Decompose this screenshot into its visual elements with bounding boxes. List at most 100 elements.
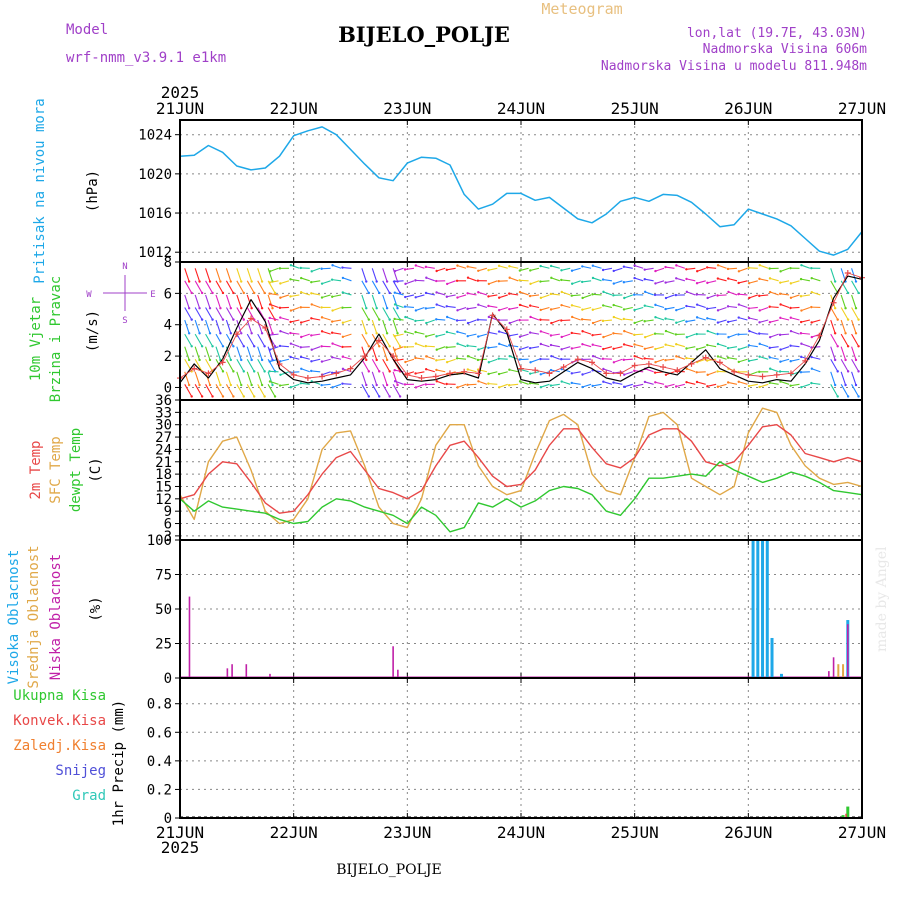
wind-arrow-head (445, 383, 447, 385)
wind-arrow (551, 334, 560, 335)
wind-arrow (226, 320, 230, 333)
wind-arrow (812, 292, 821, 295)
wind-arrow-head (643, 357, 645, 359)
wind-arrow (530, 268, 539, 270)
wind-arrow (666, 319, 675, 320)
wind-arrow-head (498, 343, 500, 345)
x-tick-label-top: 21JUN (156, 99, 204, 118)
wind-arrow-head (758, 278, 760, 280)
wind-arrow-head (664, 266, 666, 268)
wind-arrow-head (436, 303, 438, 305)
wind-arrow (488, 347, 497, 348)
wind-arrow-head (365, 307, 367, 309)
wind-arrow (509, 334, 518, 336)
wind-arrow-head (435, 318, 437, 320)
wind-arrow (301, 383, 310, 384)
low-cloud-bar (231, 664, 233, 678)
model-name: wrf-nmm_v3.9.1 e1km (66, 50, 226, 66)
wind-arrow-head (279, 297, 281, 299)
wind-arrow (686, 306, 695, 307)
wind-arrow (333, 307, 341, 310)
wind-arrow (332, 295, 341, 297)
wind-arrow-head (320, 268, 322, 270)
wind-arrow-head (393, 280, 395, 282)
wind-arrow-head (540, 373, 542, 375)
wind-arrow-head (560, 358, 562, 360)
wind-arrow-head (425, 335, 427, 337)
wind-arrow (383, 372, 387, 385)
wind-arrow (687, 334, 695, 337)
low-cloud-bar (833, 657, 835, 678)
wind-arrow (216, 372, 220, 385)
wind-arrow (614, 383, 623, 385)
wind-arrow (634, 384, 643, 386)
y-tick-label: 0.4 (147, 754, 172, 770)
wind-arrow-head (477, 359, 479, 361)
wind-arrow (383, 268, 387, 281)
wind-arrow-head (310, 334, 312, 336)
wind-arrow (801, 295, 810, 296)
wind-arrow (258, 359, 265, 371)
wind-arrow (708, 331, 716, 334)
wind-arrow (841, 320, 845, 333)
compass-east: E (150, 290, 155, 300)
wind-arrow-head (727, 268, 729, 270)
wind-arrow-head (466, 308, 468, 310)
wind-arrow (362, 359, 369, 371)
wind-arrow (749, 345, 758, 346)
wind-arrow-head (191, 318, 193, 320)
wind-arrow (603, 334, 612, 337)
wind-arrow (645, 347, 654, 349)
wind-arrow-head (425, 292, 427, 294)
wind-arrow (791, 295, 800, 298)
wind-arrow-head (191, 292, 193, 294)
wind-arrow (749, 331, 757, 334)
wind-arrow-head (519, 348, 521, 350)
wind-arrow-head (561, 380, 563, 382)
wind-arrow-head (250, 359, 252, 361)
wind-arrow (489, 332, 498, 334)
wind-arrow-head (289, 356, 291, 358)
wind-arrow (551, 294, 560, 295)
wind-arrow (614, 268, 623, 271)
wind-arrow-head (219, 384, 221, 386)
wind-arrow-head (675, 277, 677, 279)
wind-arrow (206, 334, 213, 346)
wind-arrow-head (633, 370, 635, 372)
wind-arrow (436, 370, 445, 372)
wind-arrow (258, 347, 262, 360)
wind-arrow-head (800, 264, 802, 266)
wind-arrow (216, 307, 223, 319)
wind-arrow-head (758, 295, 760, 297)
wind-arrow-head (759, 264, 761, 266)
wind-arrow-head (644, 268, 646, 270)
wind-arrow (624, 307, 633, 309)
wind-arrow (582, 307, 591, 309)
wind-arrow-head (310, 370, 312, 372)
wind-arrow-head (665, 330, 667, 332)
wind-arrow-head (230, 384, 232, 386)
wind-arrow (322, 295, 331, 298)
wind-arrow-head (487, 305, 489, 307)
wind-arrow (280, 295, 289, 298)
wind-arrow (395, 268, 404, 271)
wind-arrow (395, 334, 404, 336)
wind-arrow-head (425, 277, 427, 279)
wind-arrow-head (602, 320, 604, 322)
wind-arrow (812, 278, 821, 281)
wind-arrow (206, 295, 210, 308)
wind-arrow-head (623, 343, 625, 345)
wind-arrow (499, 266, 508, 268)
wind-arrow-head (243, 345, 245, 347)
wind-arrow (237, 384, 244, 396)
wind-arrow (291, 357, 300, 359)
wind-arrow (707, 267, 716, 268)
wind-arrow-head (810, 321, 812, 323)
wind-arrow-head (758, 355, 760, 357)
wind-arrow-head (198, 307, 200, 309)
wind-arrow-head (857, 345, 859, 347)
wind-arrow-head (269, 270, 271, 272)
wind-arrow-head (571, 332, 573, 334)
wind-arrow (436, 334, 445, 336)
wind-arrow-head (769, 321, 771, 323)
